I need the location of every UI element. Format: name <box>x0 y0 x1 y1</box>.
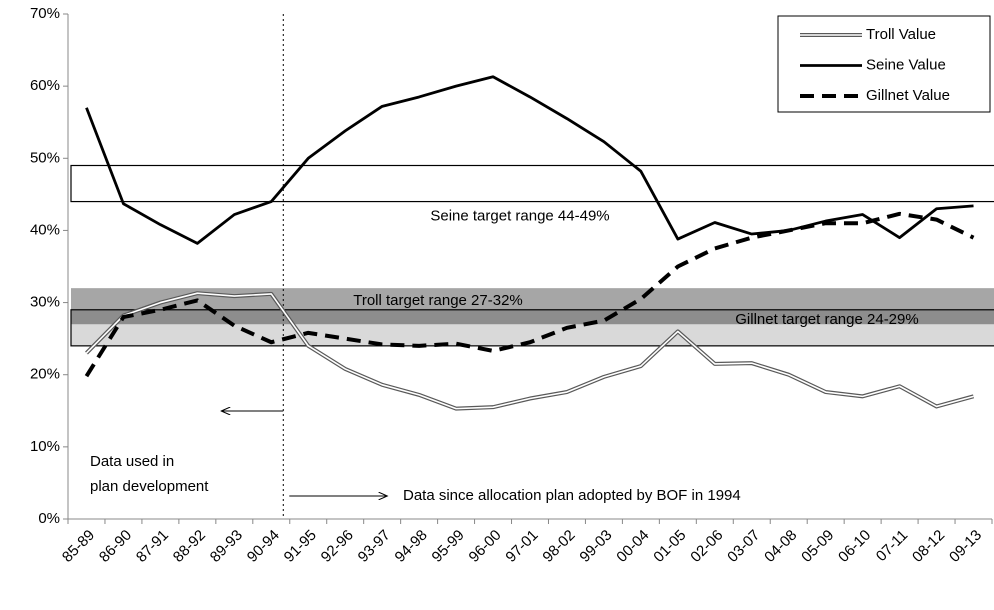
legend-label: Seine Value <box>866 56 946 73</box>
band-label: Gillnet target range 24-29% <box>735 311 918 328</box>
x-tick-label: 96-00 <box>466 527 505 566</box>
y-tick-label: 70% <box>30 5 60 22</box>
y-tick-label: 40% <box>30 221 60 238</box>
x-tick-label: 93-97 <box>355 527 394 566</box>
annotation: plan development <box>90 478 209 495</box>
x-tick-label: 95-99 <box>429 527 468 566</box>
x-tick-label: 03-07 <box>724 527 763 566</box>
band-label: Seine target range 44-49% <box>430 208 609 225</box>
x-tick-label: 06-10 <box>835 527 874 566</box>
x-tick-label: 86-90 <box>96 527 135 566</box>
x-tick-label: 87-91 <box>133 527 172 566</box>
x-tick-label: 01-05 <box>650 527 689 566</box>
y-tick-label: 30% <box>30 294 60 311</box>
legend-label: Troll Value <box>866 26 936 43</box>
y-tick-label: 0% <box>38 510 60 527</box>
y-tick-label: 20% <box>30 366 60 383</box>
series-line-inner <box>85 292 974 410</box>
series-line <box>84 211 975 378</box>
legend-label: Gillnet Value <box>866 87 950 104</box>
band-label: Troll target range 27-32% <box>353 292 523 309</box>
y-tick-label: 50% <box>30 149 60 166</box>
x-tick-label: 99-03 <box>576 527 615 566</box>
annotation: Data used in <box>90 453 174 470</box>
x-tick-label: 89-93 <box>207 527 246 566</box>
x-tick-label: 08-12 <box>909 527 948 566</box>
target-band <box>70 164 994 203</box>
y-tick-label: 10% <box>30 438 60 455</box>
x-tick-label: 85-89 <box>59 527 98 566</box>
x-tick-label: 07-11 <box>873 527 911 565</box>
x-tick-label: 00-04 <box>613 527 652 566</box>
x-tick-label: 90-94 <box>244 527 283 566</box>
x-tick-label: 05-09 <box>798 527 837 566</box>
y-tick-label: 60% <box>30 77 60 94</box>
x-tick-label: 97-01 <box>502 527 541 566</box>
x-tick-label: 92-96 <box>318 527 357 566</box>
x-tick-label: 98-02 <box>539 527 578 566</box>
x-tick-label: 88-92 <box>170 527 209 566</box>
annotation: Data since allocation plan adopted by BO… <box>403 487 741 504</box>
x-tick-label: 09-13 <box>946 527 985 566</box>
x-tick-label: 91-95 <box>281 527 320 566</box>
x-tick-label: 04-08 <box>761 527 800 566</box>
series-line <box>85 75 974 245</box>
x-tick-label: 02-06 <box>687 527 726 566</box>
x-tick-label: 94-98 <box>392 527 431 566</box>
